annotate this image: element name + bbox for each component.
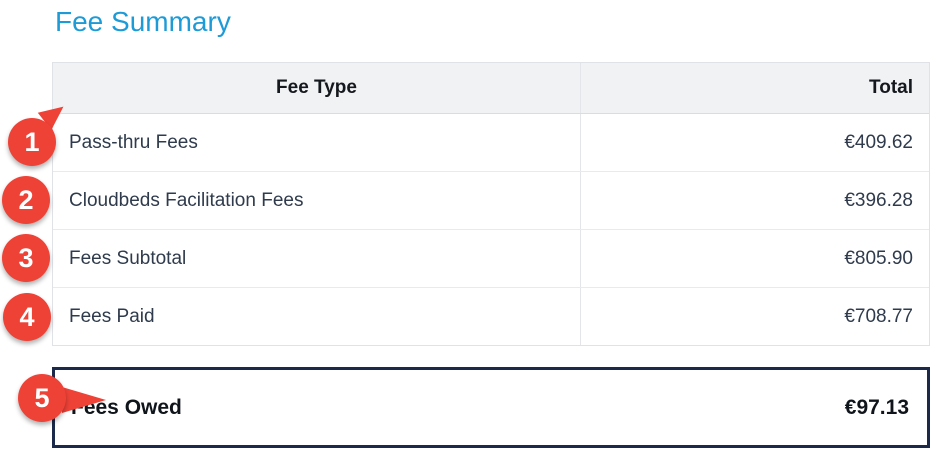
table-row-fees-paid: Fees Paid €708.77: [53, 288, 929, 345]
table-header-row: Fee Type Total: [53, 63, 929, 114]
fee-total-value: €409.62: [844, 131, 913, 153]
fee-total-value: €708.77: [844, 305, 913, 327]
fee-total-value: €805.90: [844, 247, 913, 269]
fee-type-label: Cloudbeds Facilitation Fees: [69, 189, 304, 211]
fee-type-label: Fees Subtotal: [69, 247, 187, 269]
annotation-badge-5: 5: [18, 374, 66, 422]
annotation-badge-5-tail: [62, 387, 106, 413]
fees-owed-value: €97.13: [844, 395, 909, 419]
fee-summary-table: Fee Type Total Pass-thru Fees €409.62 Cl…: [52, 62, 930, 346]
fee-total-value: €396.28: [844, 189, 913, 211]
column-header-fee-type: Fee Type: [276, 77, 357, 98]
annotation-badge-2: 2: [2, 176, 50, 224]
table-row-pass-thru-fees: Pass-thru Fees €409.62: [53, 114, 929, 172]
page-title: Fee Summary: [55, 6, 231, 37]
annotation-badge-1: 1: [8, 118, 56, 166]
table-row-fees-subtotal: Fees Subtotal €805.90: [53, 230, 929, 288]
annotation-badge-4: 4: [3, 293, 51, 341]
annotation-badge-3: 3: [2, 234, 50, 282]
table-row-facilitation-fees: Cloudbeds Facilitation Fees €396.28: [53, 172, 929, 230]
fee-type-label: Pass-thru Fees: [69, 131, 198, 153]
fees-owed-row: Fees Owed €97.13: [52, 367, 930, 448]
column-header-total: Total: [869, 77, 913, 98]
fee-type-label: Fees Paid: [69, 305, 155, 327]
